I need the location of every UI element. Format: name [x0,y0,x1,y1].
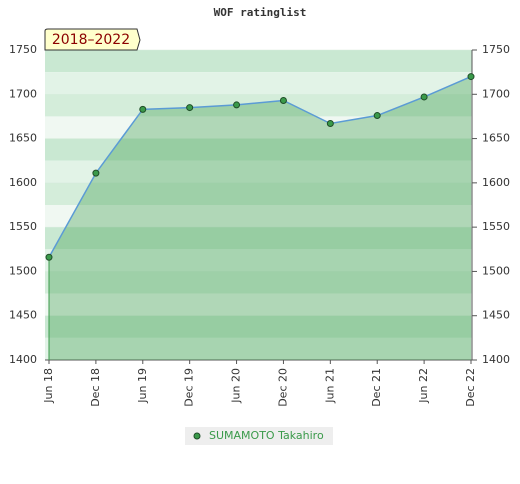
background-band [45,94,472,117]
y2-tick-label: 1550 [482,220,510,233]
x-tick-label: Dec 21 [370,368,383,407]
point [139,105,147,113]
chart-title: WOF ratinglist [214,6,307,19]
background-band [45,249,472,272]
background-band [45,138,472,161]
background-band [45,227,472,250]
background-band [45,205,472,228]
point [373,112,381,120]
background-band [45,182,472,205]
y-tick-label: 1400 [9,353,37,366]
legend-marker [193,432,201,440]
annotation-box [44,28,141,51]
line [48,75,472,258]
x-tick-label: Dec 20 [276,368,289,407]
point [233,101,241,109]
y-tick-label: 1700 [9,87,37,100]
y-tick-label: 1450 [9,309,37,322]
y-tick-label: 1500 [9,264,37,277]
area [49,76,471,361]
point [420,93,428,101]
y2-tick-label: 1450 [482,309,510,322]
point [467,73,475,81]
x-tick-label: Dec 19 [183,368,196,407]
y-tick-label: 1650 [9,132,37,145]
x-tick-label: Jun 18 [42,368,55,404]
point [326,120,334,128]
x-tick-label: Jun 21 [323,368,336,404]
x-tick-label: Jun 19 [136,368,149,404]
point [92,169,100,177]
y-tick-label: 1550 [9,220,37,233]
y2-tick-label: 1700 [482,87,510,100]
annotation: 2018–2022 [52,32,130,48]
x-tick-label: Jun 22 [417,368,430,404]
background-band [45,293,472,316]
x-tick-label: Dec 18 [89,368,102,407]
y2-tick-label: 1750 [482,43,510,56]
x-tick-label: Jun 20 [230,368,243,404]
background-band [45,337,472,360]
legend-label: SUMAMOTO Takahiro [209,429,324,442]
background-band [45,271,472,294]
x-tick-label: Dec 22 [464,368,477,407]
background-band [45,72,472,95]
background-band [45,315,472,338]
y2-tick-label: 1650 [482,132,510,145]
legend: SUMAMOTO Takahiro [185,427,333,445]
background-band [45,50,472,73]
y2-tick-label: 1600 [482,176,510,189]
y2-tick-label: 1500 [482,264,510,277]
legend-box [185,427,333,445]
point [45,253,53,261]
point [279,96,287,104]
point [186,104,194,112]
y-tick-label: 1750 [9,43,37,56]
y2-tick-label: 1400 [482,353,510,366]
background-band [45,116,472,139]
y-tick-label: 1600 [9,176,37,189]
background-band [45,160,472,183]
